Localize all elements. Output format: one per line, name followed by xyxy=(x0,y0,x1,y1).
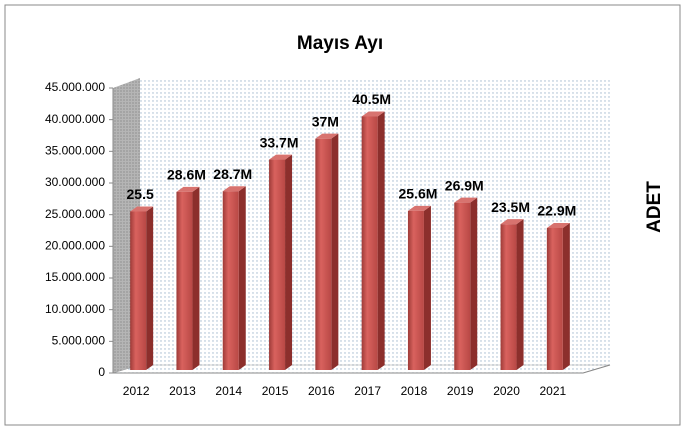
y-tick-label: 35.000.000 xyxy=(45,144,105,158)
bar-top xyxy=(269,154,293,160)
data-label: 33.7M xyxy=(260,134,299,150)
y-tick-label: 15.000.000 xyxy=(45,270,105,284)
bar-side xyxy=(238,186,246,370)
y-tick-label: 45.000.000 xyxy=(45,80,105,94)
x-tick-label: 2012 xyxy=(123,384,150,398)
bar-side xyxy=(146,206,154,370)
chart-title: Mayıs Ayı xyxy=(297,33,383,54)
data-label: 25.6M xyxy=(398,186,437,202)
x-tick-label: 2018 xyxy=(401,384,428,398)
data-label: 40.5M xyxy=(352,91,391,107)
bar-side xyxy=(377,111,385,370)
x-tick-label: 2014 xyxy=(215,384,242,398)
x-axis-depth xyxy=(582,364,611,374)
bar-top xyxy=(315,133,339,139)
x-tick-label: 2020 xyxy=(493,384,520,398)
bar xyxy=(454,202,471,370)
bar xyxy=(130,211,147,370)
bar xyxy=(176,191,193,370)
x-tick-label: 2015 xyxy=(262,384,289,398)
bar xyxy=(269,159,286,370)
bar xyxy=(500,224,517,370)
x-tick-label: 2021 xyxy=(539,384,566,398)
bar xyxy=(222,191,239,370)
bar-side xyxy=(285,154,293,370)
bar-side xyxy=(516,219,524,370)
bar xyxy=(361,116,378,370)
bar-top xyxy=(130,206,154,212)
bar-top xyxy=(222,186,246,192)
bar-top xyxy=(454,197,478,203)
y-tick-label: 0 xyxy=(98,365,105,379)
y-tick-label: 10.000.000 xyxy=(45,302,105,316)
y-axis-title: ADET xyxy=(644,181,665,233)
bar-top xyxy=(500,219,524,225)
bar-top xyxy=(407,205,431,211)
bar xyxy=(546,227,563,370)
bar-top xyxy=(546,222,570,228)
y-tick-label: 25.000.000 xyxy=(45,207,105,221)
bar-side xyxy=(331,133,339,370)
y-tick-label: 30.000.000 xyxy=(45,175,105,189)
x-tick-label: 2019 xyxy=(447,384,474,398)
data-label: 37M xyxy=(312,113,339,129)
bar xyxy=(315,138,332,370)
y-tick-label: 20.000.000 xyxy=(45,239,105,253)
y-tick-label: 5.000.000 xyxy=(52,334,106,348)
bar-side xyxy=(192,186,200,370)
bar-side xyxy=(470,197,478,370)
bar-side xyxy=(562,222,570,370)
data-label: 26.9M xyxy=(445,177,484,193)
bar-top xyxy=(361,111,385,117)
x-tick-label: 2017 xyxy=(354,384,381,398)
bar-side xyxy=(423,205,431,370)
y-tick-label: 40.000.000 xyxy=(45,112,105,126)
data-label: 28.6M xyxy=(167,167,206,183)
x-tick-label: 2016 xyxy=(308,384,335,398)
x-tick-label: 2013 xyxy=(169,384,196,398)
data-label: 28.7M xyxy=(213,166,252,182)
bar-top xyxy=(176,186,200,192)
data-label: 25.5 xyxy=(127,186,154,202)
data-label: 23.5M xyxy=(491,199,530,215)
bar xyxy=(407,210,424,370)
data-label: 22.9M xyxy=(537,203,576,219)
